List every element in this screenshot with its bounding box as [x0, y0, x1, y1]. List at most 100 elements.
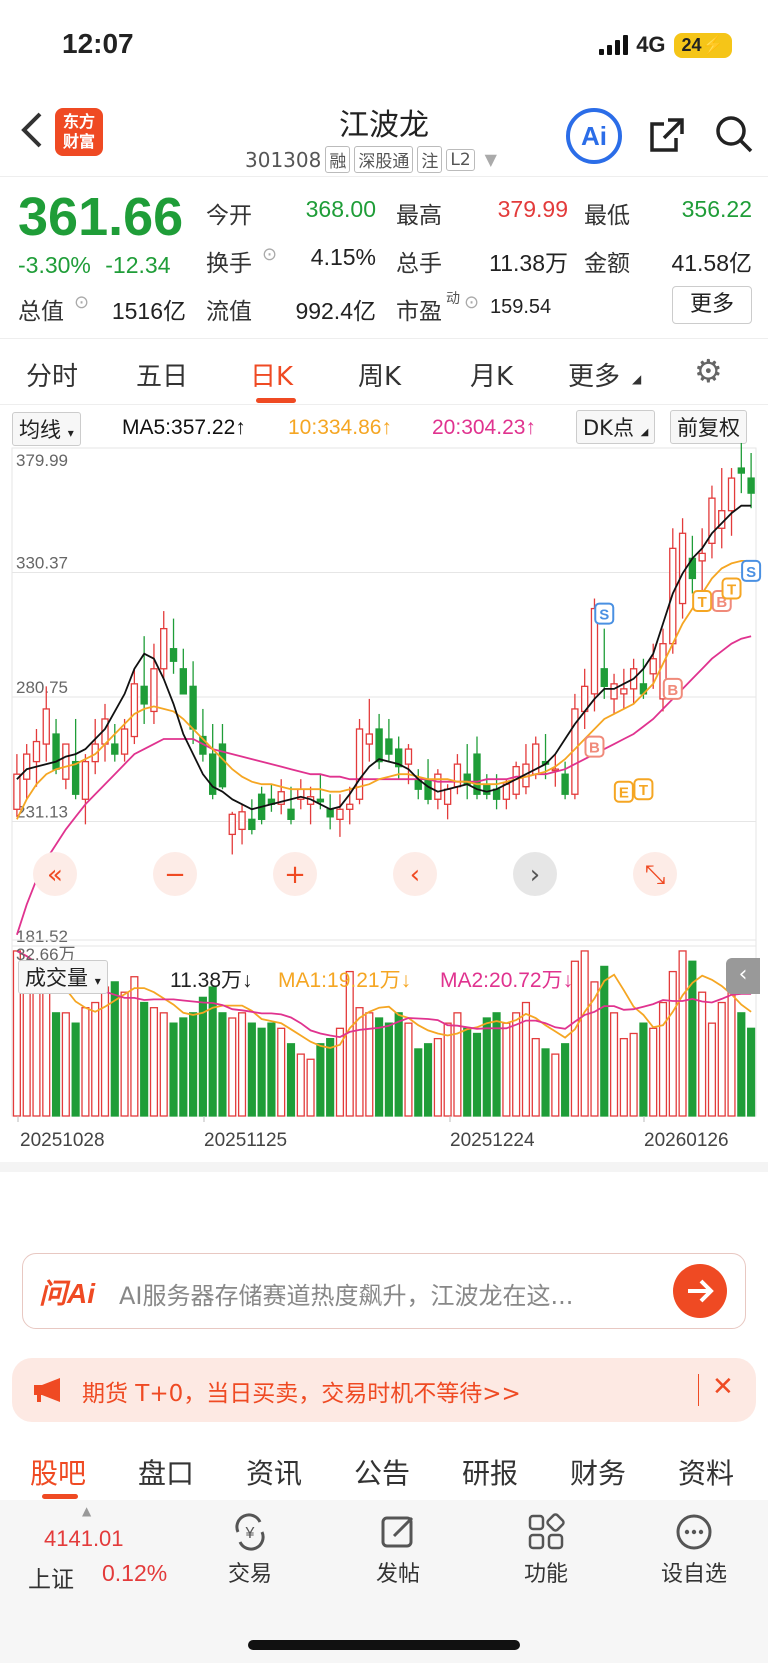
caret-icon: ◢	[640, 427, 649, 438]
volume-bar	[169, 1022, 178, 1117]
zoom-out-icon[interactable]	[153, 852, 197, 896]
dk-select[interactable]: DK点 ◢	[576, 410, 656, 444]
tab-guba[interactable]: 股吧	[30, 1457, 87, 1490]
candle-body	[160, 627, 168, 670]
more-button[interactable]: 更多	[672, 286, 752, 324]
close-icon[interactable]: ✕	[712, 1372, 734, 1402]
fullscreen-icon[interactable]	[633, 852, 677, 896]
tab-daily-k[interactable]: 日K	[250, 362, 294, 392]
volume-bar	[541, 1048, 550, 1117]
pe-value: 159.54	[490, 296, 552, 318]
scroll-left-icon[interactable]	[33, 852, 77, 896]
promo-banner[interactable]: 期货 T+0，当日买卖，交易时机不等待>> ✕	[12, 1358, 756, 1422]
prev-icon-glyph: ‹	[410, 860, 420, 890]
collapse-panel-button[interactable]: ‹	[726, 958, 760, 994]
more-dots-icon	[676, 1514, 712, 1550]
ai-button[interactable]: Ai	[566, 108, 622, 164]
index-name[interactable]: 上证	[28, 1567, 74, 1593]
nav-post[interactable]: 发帖	[358, 1512, 438, 1588]
tag-connect: 深股通	[354, 146, 414, 173]
arrow-right-icon[interactable]	[673, 1264, 727, 1318]
change-percent: -3.30%	[18, 252, 91, 278]
info-icon[interactable]: ⊙	[74, 292, 90, 313]
tab-profile[interactable]: 资料	[678, 1457, 735, 1490]
price-axis-label: 280.75	[16, 678, 68, 697]
tab-news[interactable]: 资讯	[246, 1457, 303, 1490]
nav-trade[interactable]: ¥ 交易	[210, 1512, 290, 1588]
signal-icon	[599, 35, 629, 55]
tag-margin: 融	[325, 146, 351, 173]
volume-bar	[316, 1043, 325, 1117]
volume-bar	[149, 1007, 159, 1117]
tab-finance[interactable]: 财务	[570, 1457, 627, 1490]
tab-5day[interactable]: 五日	[136, 362, 189, 392]
info-icon[interactable]: ⊙	[262, 244, 278, 265]
tab-monthly-k[interactable]: 月K	[470, 362, 514, 392]
signal-label: T	[698, 594, 707, 611]
prev-icon[interactable]	[393, 852, 437, 896]
tab-intraday[interactable]: 分时	[26, 362, 79, 392]
search-icon[interactable]	[714, 114, 754, 154]
signal-badge	[721, 577, 742, 600]
volume-bar	[521, 1001, 531, 1117]
candle-body	[336, 808, 344, 820]
candle-body	[22, 753, 31, 780]
candle-body	[649, 658, 657, 675]
dk-select-label: DK点	[583, 416, 634, 440]
high-label: 最高	[396, 203, 442, 229]
tab-more[interactable]: 更多	[568, 362, 621, 392]
candle-body	[140, 685, 148, 705]
stock-code: 301308	[245, 147, 322, 172]
ai-question-text: AI服务器存储赛道热度飙升，江波龙在这...	[119, 1282, 574, 1310]
tab-announcements[interactable]: 公告	[354, 1457, 411, 1490]
volume-bar	[698, 991, 707, 1117]
tab-research[interactable]: 研报	[462, 1457, 519, 1490]
volume-label: 总手	[396, 251, 442, 277]
nav-add-watchlist[interactable]: 设自选	[654, 1512, 734, 1588]
signal-badge	[594, 602, 615, 625]
volume-select[interactable]: 成交量 ▾	[18, 960, 108, 994]
ma-select[interactable]: 均线 ▾	[12, 412, 81, 446]
volume-bar	[561, 1043, 570, 1117]
tab-pankou[interactable]: 盘口	[138, 1457, 195, 1490]
zoom-in-icon[interactable]	[273, 852, 317, 896]
volume-bar	[384, 1022, 393, 1117]
index-change[interactable]: 0.12%	[102, 1560, 168, 1586]
volume-bar	[12, 950, 21, 1117]
tab-weekly-k[interactable]: 周K	[358, 362, 402, 392]
share-icon[interactable]	[648, 114, 688, 154]
amount-value: 41.58亿	[671, 250, 752, 276]
volume-bar	[512, 1012, 521, 1117]
price-axis-label: 231.13	[16, 803, 68, 822]
signal-badge	[741, 559, 762, 582]
volume-bar	[472, 1032, 482, 1117]
nav-post-label: 发帖	[375, 1562, 420, 1587]
volume-bar	[658, 1001, 668, 1117]
candle-body	[708, 497, 716, 544]
status-icons: 4G 24⚡	[599, 32, 732, 58]
candle-body	[238, 811, 246, 831]
candle-body	[355, 728, 364, 800]
settings-icon[interactable]: ⚙	[694, 352, 723, 390]
active-section-indicator	[42, 1494, 78, 1499]
volume-value: 11.38万↓	[170, 969, 253, 992]
adjust-select[interactable]: 前复权	[670, 410, 747, 444]
index-value[interactable]: 4141.01	[44, 1526, 124, 1551]
candle-body	[248, 818, 256, 831]
volume-bar	[189, 1012, 198, 1117]
next-icon[interactable]	[513, 852, 557, 896]
back-icon[interactable]	[18, 110, 46, 150]
ma10-value: 10:334.86↑	[288, 416, 392, 439]
date-label: 20251028	[20, 1130, 105, 1151]
stock-subtitle[interactable]: 301308 融 深股通 注 L2 ▼	[245, 146, 497, 173]
nav-functions[interactable]: 功能	[506, 1512, 586, 1588]
info-icon[interactable]: ⊙	[464, 292, 480, 313]
candle-body	[502, 783, 511, 800]
volume-bar	[453, 1012, 462, 1117]
ai-question-bar[interactable]: 问Ai AI服务器存储赛道热度飙升，江波龙在这...	[22, 1253, 746, 1329]
candle-body	[189, 685, 197, 730]
edit-icon	[381, 1516, 414, 1548]
pe-dynamic-mark: 动	[446, 291, 460, 307]
change-amount: -12.34	[105, 252, 171, 278]
